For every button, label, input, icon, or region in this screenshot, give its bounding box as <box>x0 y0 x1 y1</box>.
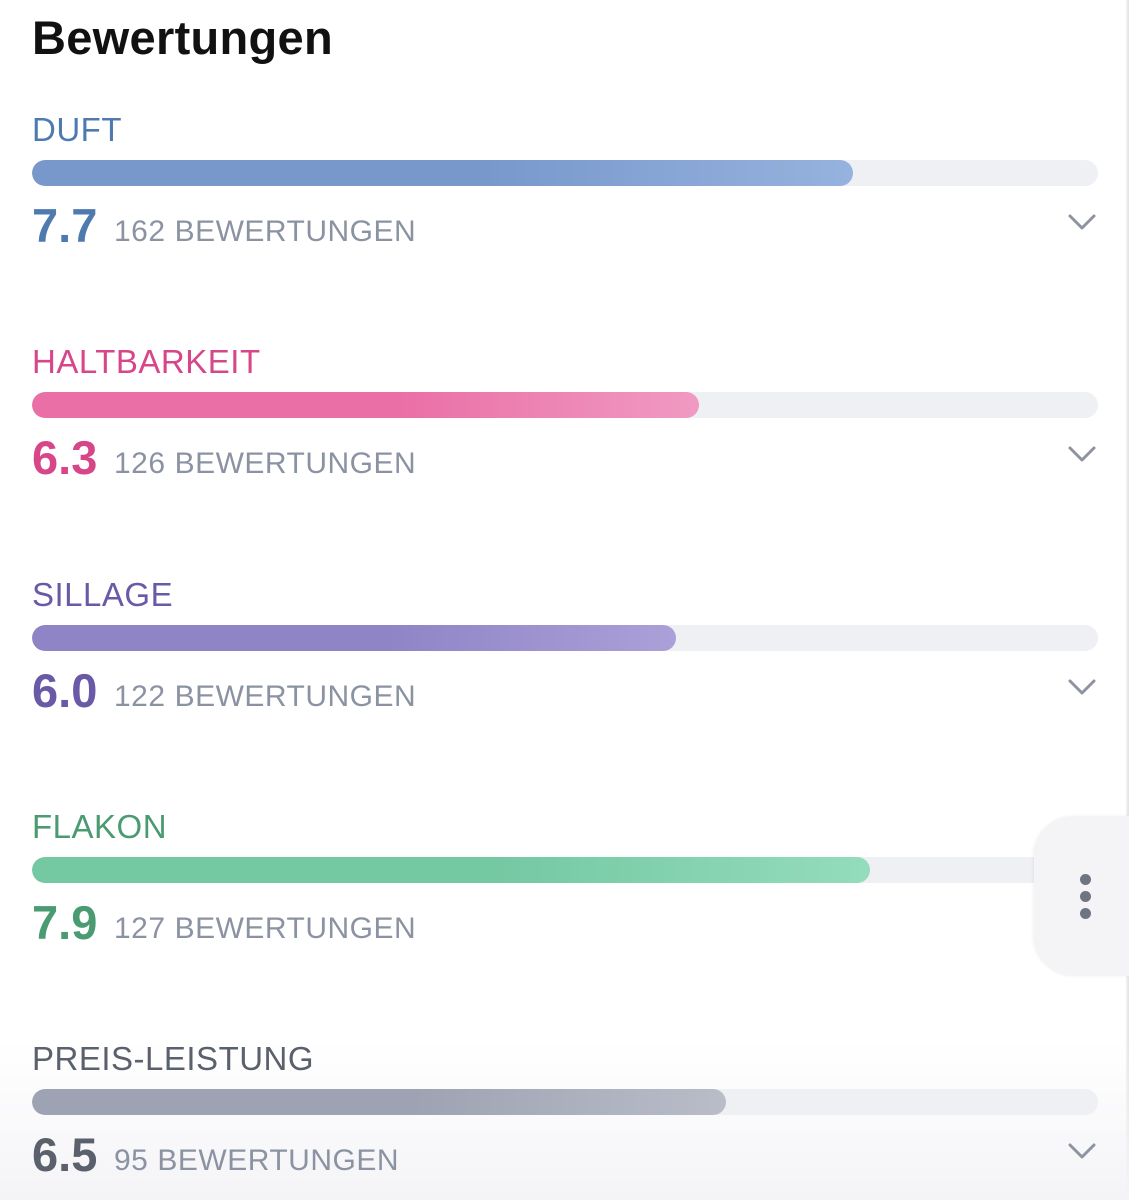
chevron-down-icon[interactable] <box>1066 675 1098 699</box>
rating-bar-fill <box>32 1089 726 1115</box>
rating-bar-fill <box>32 160 853 186</box>
rating-count-number: 95 <box>114 1144 149 1177</box>
rating-count-number: 122 <box>114 680 166 713</box>
rating-label: FLAKON <box>32 808 168 845</box>
rating-label: SILLAGE <box>32 576 174 613</box>
rating-count-suffix: BEWERTUNGEN <box>174 680 417 713</box>
rating-sillage[interactable]: SILLAGE 6.0 122 BEWERTUNGEN <box>32 575 1098 725</box>
rating-count-number: 162 <box>114 215 166 248</box>
rating-count-number: 126 <box>114 447 166 480</box>
rating-bar-track <box>32 625 1098 651</box>
rating-count: 122 BEWERTUNGEN <box>114 679 416 715</box>
rating-bar-fill <box>32 625 676 651</box>
rating-bar-fill <box>32 392 700 418</box>
rating-score: 7.7 <box>32 199 98 252</box>
rating-count: 95 BEWERTUNGEN <box>114 1143 399 1179</box>
rating-duft[interactable]: DUFT 7.7 162 BEWERTUNGEN <box>32 110 1098 260</box>
rating-count-suffix: BEWERTUNGEN <box>174 447 417 480</box>
rating-score: 7.9 <box>32 896 98 949</box>
page-title: Bewertungen <box>32 11 333 64</box>
rating-score: 6.5 <box>32 1128 98 1181</box>
rating-haltbarkeit[interactable]: HALTBARKEIT 6.3 126 BEWERTUNGEN <box>32 342 1098 492</box>
rating-score: 6.3 <box>32 431 98 484</box>
rating-score: 6.0 <box>32 664 98 717</box>
rating-preis-leistung[interactable]: PREIS-LEISTUNG 6.5 95 BEWERTUNGEN <box>32 1039 1098 1189</box>
rating-bar-track <box>32 1089 1098 1115</box>
rating-count-number: 127 <box>114 912 166 945</box>
dot <box>1080 874 1091 885</box>
rating-bar-track <box>32 857 1098 883</box>
rating-bar-fill <box>32 857 870 883</box>
rating-label: DUFT <box>32 111 122 148</box>
dot <box>1080 908 1091 919</box>
more-options-button[interactable] <box>1034 816 1129 976</box>
rating-bar-track <box>32 160 1098 186</box>
rating-count-suffix: BEWERTUNGEN <box>174 912 417 945</box>
right-edge-divider <box>1126 0 1129 1200</box>
rating-flakon[interactable]: FLAKON 7.9 127 BEWERTUNGEN <box>32 807 1098 957</box>
chevron-down-icon[interactable] <box>1066 442 1098 466</box>
rating-count: 127 BEWERTUNGEN <box>114 911 416 947</box>
rating-count: 162 BEWERTUNGEN <box>114 214 416 250</box>
dot <box>1080 891 1091 902</box>
rating-count-suffix: BEWERTUNGEN <box>157 1144 400 1177</box>
rating-count-suffix: BEWERTUNGEN <box>174 215 417 248</box>
chevron-down-icon[interactable] <box>1066 1139 1098 1163</box>
rating-count: 126 BEWERTUNGEN <box>114 446 416 482</box>
rating-label: PREIS-LEISTUNG <box>32 1040 315 1077</box>
rating-label: HALTBARKEIT <box>32 343 261 380</box>
rating-bar-track <box>32 392 1098 418</box>
chevron-down-icon[interactable] <box>1066 210 1098 234</box>
